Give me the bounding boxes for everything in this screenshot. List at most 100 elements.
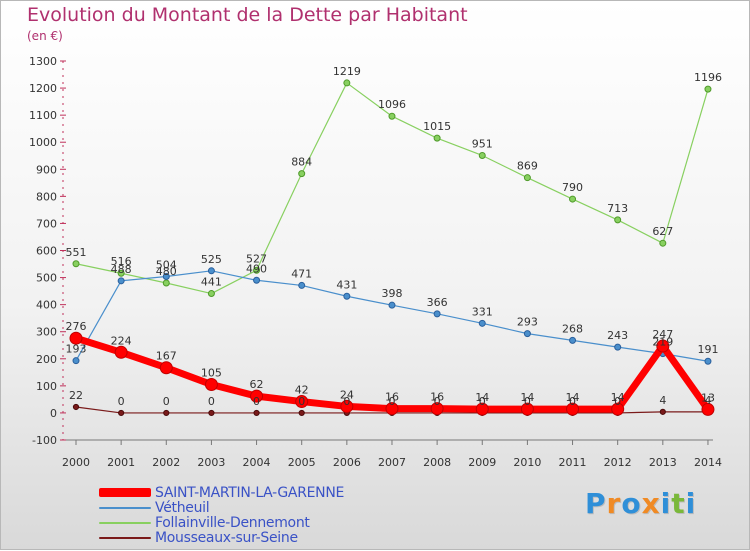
- x-tick-label: 2007: [378, 456, 406, 469]
- y-tick-label: 600: [36, 245, 57, 258]
- data-label: 0: [118, 395, 125, 408]
- legend-label-vetheuil: Vétheuil: [155, 499, 210, 516]
- data-point: [162, 272, 170, 280]
- data-point: [569, 336, 577, 344]
- data-label: 191: [697, 343, 718, 356]
- data-point: [253, 266, 261, 274]
- data-label: 551: [66, 246, 87, 259]
- data-point: [207, 290, 215, 298]
- logo-letter: t: [671, 487, 686, 520]
- data-label: 224: [111, 334, 132, 347]
- data-point: [69, 331, 83, 345]
- logo-letter: i: [685, 487, 697, 520]
- data-label: 247: [652, 328, 673, 341]
- data-label: 471: [291, 267, 312, 280]
- data-label: 16: [430, 391, 444, 404]
- data-point: [388, 301, 396, 309]
- data-label: 14: [611, 391, 625, 404]
- data-label: 0: [524, 395, 531, 408]
- data-label: 488: [111, 263, 132, 276]
- data-point: [253, 409, 260, 417]
- data-label: 490: [246, 262, 267, 275]
- data-label: 0: [208, 395, 215, 408]
- data-label: 0: [479, 395, 486, 408]
- y-tick-label: 900: [36, 163, 57, 176]
- x-tick-label: 2001: [107, 456, 135, 469]
- x-tick-label: 2011: [559, 456, 587, 469]
- data-label: 293: [517, 316, 538, 329]
- data-point: [340, 399, 354, 413]
- x-tick-label: 2003: [197, 456, 225, 469]
- data-label: 0: [253, 395, 260, 408]
- data-point: [159, 361, 173, 375]
- data-label: 431: [336, 278, 357, 291]
- data-point: [433, 134, 441, 142]
- data-label: 884: [291, 156, 312, 169]
- legend-swatch-mousseaux: [99, 536, 151, 539]
- y-tick-label: 1000: [29, 136, 57, 149]
- logo-letter: i: [660, 487, 672, 520]
- data-point: [117, 277, 125, 285]
- data-point: [701, 402, 715, 416]
- legend-label-saint-martin: SAINT-MARTIN-LA-GARENNE: [155, 484, 345, 501]
- data-point: [478, 151, 486, 159]
- x-tick-label: 2009: [468, 456, 496, 469]
- data-label: 869: [517, 160, 538, 173]
- logo-letter: r: [606, 487, 622, 520]
- data-point: [114, 345, 128, 359]
- y-tick-label: 300: [36, 326, 57, 339]
- y-tick-label: 500: [36, 272, 57, 285]
- data-label: 0: [298, 395, 305, 408]
- data-point: [475, 402, 489, 416]
- data-label: 1015: [423, 120, 451, 133]
- y-tick-label: 800: [36, 190, 57, 203]
- legend-item-saint-martin: SAINT-MARTIN-LA-GARENNE: [99, 484, 345, 501]
- data-label: 42: [295, 384, 309, 397]
- data-point: [208, 409, 215, 417]
- data-label: 14: [520, 391, 534, 404]
- data-label: 1196: [694, 71, 722, 84]
- data-label: 398: [381, 287, 402, 300]
- x-tick-label: 2000: [62, 456, 90, 469]
- y-tick-label: 100: [36, 380, 57, 393]
- data-label: 193: [66, 343, 87, 356]
- y-tick-label: 700: [36, 217, 57, 230]
- chart-title: Evolution du Montant de la Dette par Hab…: [27, 4, 468, 26]
- data-label: 13: [701, 391, 715, 404]
- legend: SAINT-MARTIN-LA-GARENNE Vétheuil Follain…: [99, 484, 345, 546]
- data-label: 627: [652, 225, 673, 238]
- y-tick-label: 1100: [29, 109, 57, 122]
- data-point: [566, 402, 580, 416]
- data-label: 1096: [378, 98, 406, 111]
- data-label: 4: [659, 394, 666, 407]
- x-tick-label: 2006: [333, 456, 361, 469]
- data-point: [659, 239, 667, 247]
- y-tick-label: 0: [50, 407, 57, 420]
- x-tick-label: 2012: [604, 456, 632, 469]
- y-tick-label: 400: [36, 299, 57, 312]
- data-point: [569, 195, 577, 203]
- data-label: 14: [475, 391, 489, 404]
- logo-letter: x: [641, 487, 661, 520]
- data-point: [433, 310, 441, 318]
- data-label: 4: [704, 394, 711, 407]
- chart-subtitle: (en €): [27, 29, 63, 43]
- data-point: [253, 276, 261, 284]
- logo-letter: o: [621, 487, 642, 520]
- data-label: 0: [434, 395, 441, 408]
- data-point: [118, 409, 125, 417]
- data-point: [523, 330, 531, 338]
- data-point: [295, 395, 309, 409]
- data-label: 219: [652, 336, 673, 349]
- data-point: [207, 267, 215, 275]
- data-label: 790: [562, 181, 583, 194]
- legend-item-vetheuil: Vétheuil: [99, 499, 344, 516]
- legend-swatch-vetheuil: [99, 506, 151, 509]
- data-label: 0: [569, 395, 576, 408]
- legend-swatch-saint-martin: [99, 488, 151, 497]
- data-label: 268: [562, 322, 583, 335]
- data-label: 62: [250, 378, 264, 391]
- data-point: [298, 409, 305, 417]
- data-label: 105: [201, 367, 222, 380]
